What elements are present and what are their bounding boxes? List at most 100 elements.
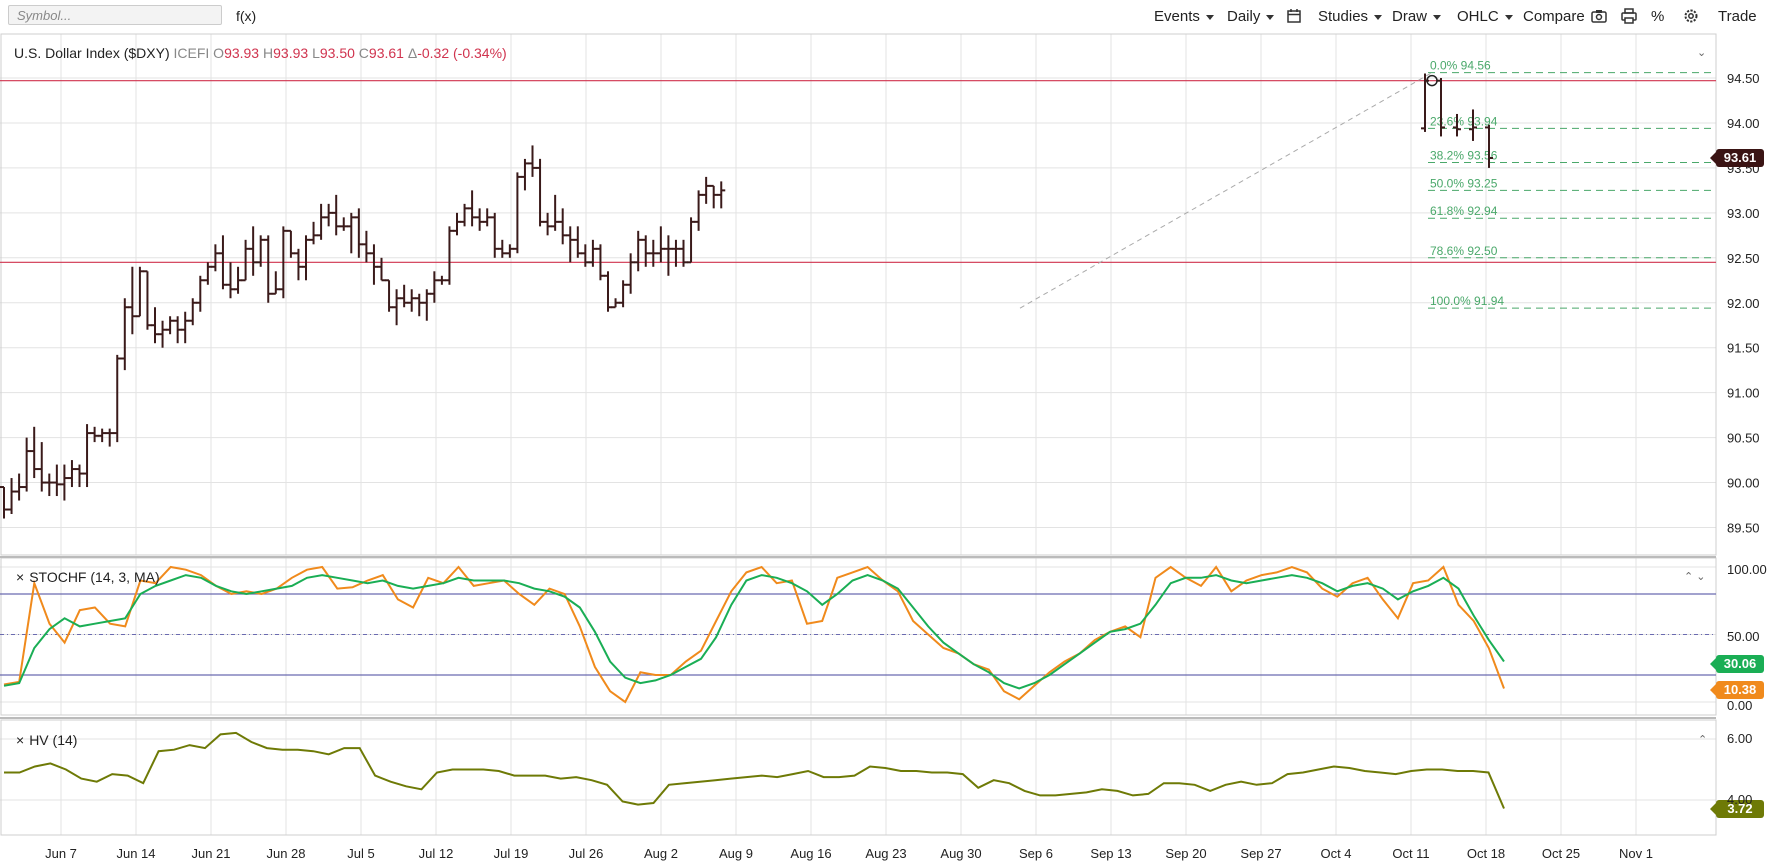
price-tick-label: 90.50 xyxy=(1727,431,1760,446)
expand-chevron-icon[interactable]: ⌃ ⌄ xyxy=(1684,571,1706,583)
hv-label: × HV (14) xyxy=(16,732,77,748)
fx-button[interactable]: f(x) xyxy=(236,8,257,24)
price-tick-label: 92.00 xyxy=(1727,296,1760,311)
events-menu[interactable]: Events xyxy=(1154,8,1214,25)
date-tick-label: Oct 25 xyxy=(1541,846,1581,861)
date-tick-label: Jul 12 xyxy=(418,846,454,861)
compare-button[interactable]: Compare xyxy=(1523,8,1585,25)
hv-line xyxy=(4,731,1505,809)
stochastic-panel xyxy=(0,565,1716,704)
date-tick-label: Nov 1 xyxy=(1619,846,1653,861)
date-tick-label: Jun 14 xyxy=(116,846,156,861)
studies-label: Studies xyxy=(1318,8,1369,25)
price-tick-label: 94.50 xyxy=(1727,71,1760,86)
draw-menu[interactable]: Draw xyxy=(1392,8,1442,25)
collapse-chevron-icon[interactable]: ⌄ xyxy=(1697,47,1707,59)
panel-frame xyxy=(0,719,1717,836)
price-axis: 94.5094.0093.5093.0092.5092.0091.5091.00… xyxy=(1727,71,1760,536)
date-tick-label: Sep 6 xyxy=(1019,846,1053,861)
chart-type-menu[interactable]: OHLC xyxy=(1457,8,1513,25)
draw-label: Draw xyxy=(1392,8,1428,25)
date-tick-label: Jun 7 xyxy=(45,846,77,861)
stoch-d-line xyxy=(3,574,1505,690)
fib-level-label: 23.6% 93.94 xyxy=(1430,114,1498,128)
calendar-icon[interactable] xyxy=(1285,7,1303,25)
price-tick-label: 91.00 xyxy=(1727,386,1760,401)
chart-type-label: OHLC xyxy=(1457,8,1499,25)
stoch-tick-50: 50.00 xyxy=(1727,629,1760,644)
fibonacci-retracement[interactable]: 0.0% 94.56 23.6% 93.94 38.2% 93.56 50.0% 93… xyxy=(1019,59,1716,309)
percent-button[interactable]: % xyxy=(1651,8,1665,25)
chevron-down-icon xyxy=(1374,14,1383,20)
date-tick-label: Jul 26 xyxy=(568,846,604,861)
hv-badge: 3.72 xyxy=(1710,800,1764,818)
print-icon[interactable] xyxy=(1620,7,1638,25)
chevron-down-icon xyxy=(1266,14,1275,20)
hv-title: HV (14) xyxy=(29,732,78,748)
price-tick-label: 92.50 xyxy=(1727,251,1760,266)
stoch-title: STOCHF (14, 3, MA) xyxy=(29,569,160,585)
price-bars xyxy=(0,73,1493,519)
date-tick-label: Jul 5 xyxy=(347,846,375,861)
fib-level-label: 61.8% 92.94 xyxy=(1430,204,1498,218)
instrument-header: U.S. Dollar Index ($DXY) ICEFI O93.93 H9… xyxy=(14,45,507,61)
camera-icon[interactable] xyxy=(1590,7,1608,25)
hv-tick-6: 6.00 xyxy=(1727,731,1753,746)
close-value: 93.61 xyxy=(368,45,404,61)
date-tick-label: Aug 23 xyxy=(865,846,907,861)
price-tick-label: 91.50 xyxy=(1727,341,1760,356)
fib-level-label: 100.0% 91.94 xyxy=(1430,294,1504,308)
symbol-input[interactable] xyxy=(8,5,222,25)
high-value: 93.93 xyxy=(273,45,309,61)
date-tick-label: Jun 28 xyxy=(266,846,306,861)
events-label: Events xyxy=(1154,8,1200,25)
last-price-badge: 93.61 xyxy=(1710,149,1764,167)
stoch-d-badge: 30.06 xyxy=(1710,655,1764,673)
price-tick-label: 94.00 xyxy=(1727,116,1760,131)
trade-button[interactable]: Trade xyxy=(1718,8,1757,25)
date-tick-label: Oct 18 xyxy=(1466,846,1506,861)
date-tick-label: Oct 11 xyxy=(1392,846,1430,861)
close-icon[interactable]: × xyxy=(16,569,25,585)
change-value: -0.32 (-0.34%) xyxy=(417,45,507,61)
date-tick-label: Aug 2 xyxy=(644,846,678,861)
date-tick-label: Sep 20 xyxy=(1165,846,1207,861)
date-tick-label: Aug 30 xyxy=(940,846,982,861)
fib-level-label: 0.0% 94.56 xyxy=(1430,59,1491,73)
fib-level-label: 78.6% 92.50 xyxy=(1430,244,1498,258)
stoch-tick-0: 0.00 xyxy=(1727,698,1753,713)
studies-menu[interactable]: Studies xyxy=(1318,8,1383,25)
open-value: 93.93 xyxy=(224,45,260,61)
period-label: Daily xyxy=(1227,8,1261,25)
instrument-name: U.S. Dollar Index ($DXY) xyxy=(14,45,170,61)
expand-chevron-icon[interactable]: ⌃ xyxy=(1698,734,1708,746)
date-tick-label: Sep 13 xyxy=(1090,846,1132,861)
close-icon[interactable]: × xyxy=(16,732,25,748)
hv-tick-4: 4.00 xyxy=(1727,792,1753,807)
date-tick-label: Aug 16 xyxy=(790,846,832,861)
toolbar: f(x) Events Daily Studies Draw OHLC Comp… xyxy=(0,0,1772,32)
fib-level-label: 50.0% 93.25 xyxy=(1430,176,1498,190)
chevron-down-icon xyxy=(1205,14,1214,20)
date-tick-label: Aug 9 xyxy=(719,846,753,861)
stoch-tick-100: 100.00 xyxy=(1727,562,1767,577)
price-tick-label: 93.00 xyxy=(1727,206,1760,221)
price-tick-label: 89.50 xyxy=(1727,521,1760,536)
panel-frame xyxy=(0,557,1717,716)
chevron-down-icon xyxy=(1433,14,1442,20)
fib-level-label: 38.2% 93.56 xyxy=(1430,149,1498,163)
panel-frames xyxy=(0,33,1717,836)
stoch-label: × STOCHF (14, 3, MA) xyxy=(16,569,160,585)
low-value: 93.50 xyxy=(319,45,355,61)
date-tick-label: Jun 21 xyxy=(191,846,231,861)
date-tick-label: Oct 4 xyxy=(1320,846,1352,861)
date-tick-label: Sep 27 xyxy=(1240,846,1282,861)
price-tick-label: 90.00 xyxy=(1727,476,1760,491)
exchange-label: ICEFI xyxy=(173,45,210,61)
resistance-lines xyxy=(0,80,1716,263)
fib-trend-line xyxy=(1019,72,1433,309)
hv-panel xyxy=(4,731,1505,809)
period-menu[interactable]: Daily xyxy=(1227,8,1275,25)
gear-icon[interactable] xyxy=(1682,7,1700,25)
